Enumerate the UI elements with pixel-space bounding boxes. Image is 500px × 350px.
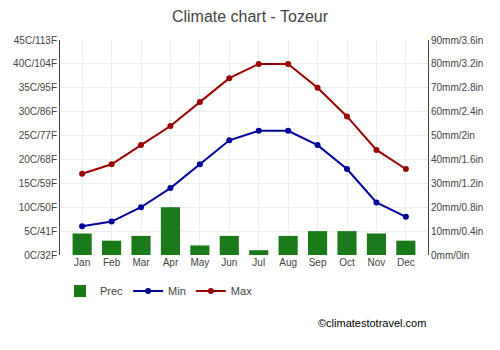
svg-text:45C/113F: 45C/113F bbox=[14, 35, 57, 46]
svg-text:©climatestotravel.com: ©climatestotravel.com bbox=[318, 317, 426, 329]
svg-text:30C/86F: 30C/86F bbox=[19, 106, 57, 117]
svg-text:25C/77F: 25C/77F bbox=[19, 130, 57, 141]
svg-text:20mm/0.8in: 20mm/0.8in bbox=[431, 202, 483, 213]
svg-text:Climate chart - Tozeur: Climate chart - Tozeur bbox=[172, 8, 329, 25]
svg-text:90mm/3.6in: 90mm/3.6in bbox=[431, 35, 483, 46]
svg-text:40mm/1.6in: 40mm/1.6in bbox=[431, 154, 483, 165]
svg-text:Apr: Apr bbox=[163, 257, 179, 268]
svg-text:Aug: Aug bbox=[279, 257, 297, 268]
svg-text:80mm/3.2in: 80mm/3.2in bbox=[431, 58, 483, 69]
svg-text:Sep: Sep bbox=[309, 257, 327, 268]
svg-text:Dec: Dec bbox=[397, 257, 415, 268]
svg-text:Mar: Mar bbox=[132, 257, 150, 268]
svg-text:20C/68F: 20C/68F bbox=[19, 154, 57, 165]
svg-text:40C/104F: 40C/104F bbox=[13, 58, 57, 69]
svg-text:Prec: Prec bbox=[100, 285, 123, 297]
svg-text:Nov: Nov bbox=[368, 257, 386, 268]
svg-text:May: May bbox=[190, 257, 209, 268]
svg-text:30mm/1.2in: 30mm/1.2in bbox=[431, 178, 483, 189]
svg-text:10C/50F: 10C/50F bbox=[19, 202, 57, 213]
svg-text:Feb: Feb bbox=[103, 257, 121, 268]
svg-text:60mm/2.4in: 60mm/2.4in bbox=[431, 106, 483, 117]
svg-text:Jan: Jan bbox=[74, 257, 90, 268]
svg-text:35C/95F: 35C/95F bbox=[19, 82, 57, 93]
svg-text:15C/59F: 15C/59F bbox=[19, 178, 57, 189]
svg-text:Max: Max bbox=[231, 285, 252, 297]
svg-text:70mm/2.8in: 70mm/2.8in bbox=[431, 82, 483, 93]
svg-text:Jun: Jun bbox=[221, 257, 237, 268]
svg-text:10mm/0.4in: 10mm/0.4in bbox=[431, 226, 483, 237]
svg-text:50mm/2in: 50mm/2in bbox=[431, 130, 475, 141]
svg-text:Oct: Oct bbox=[339, 257, 355, 268]
svg-text:Min: Min bbox=[168, 285, 186, 297]
svg-text:0mm/0in: 0mm/0in bbox=[431, 250, 469, 261]
svg-text:0C/32F: 0C/32F bbox=[24, 250, 57, 261]
svg-text:5C/41F: 5C/41F bbox=[24, 226, 57, 237]
svg-text:Jul: Jul bbox=[252, 257, 265, 268]
